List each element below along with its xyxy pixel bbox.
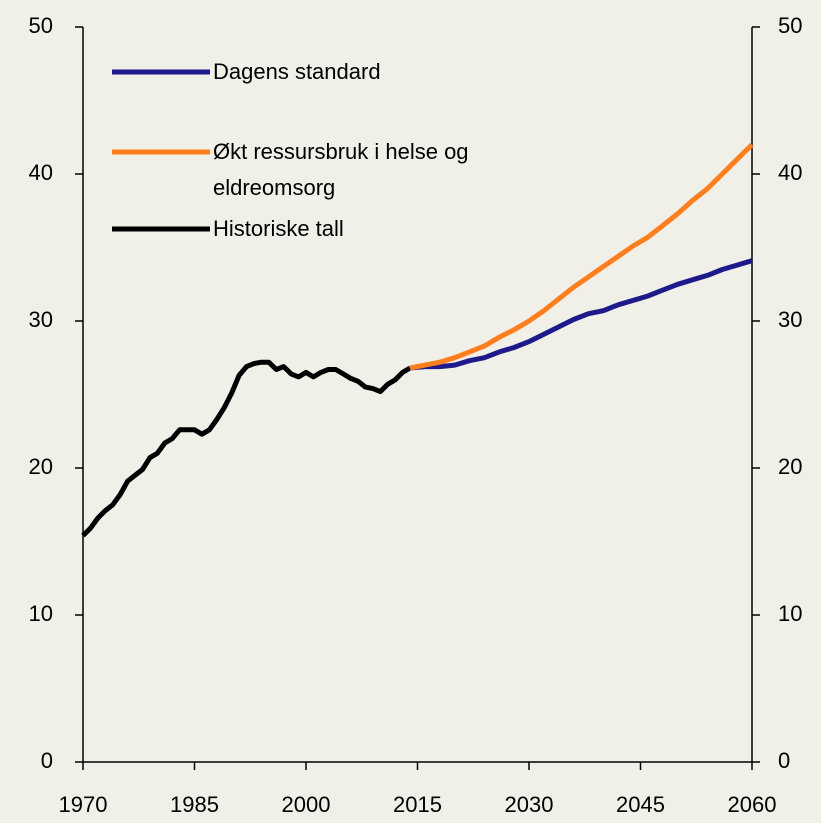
legend-label: Historiske tall bbox=[213, 216, 344, 241]
legend-label: Dagens standard bbox=[213, 59, 381, 84]
y2-tick-label: 10 bbox=[778, 601, 802, 626]
legend-label: Økt ressursbruk i helse og eldreomsorg bbox=[213, 139, 469, 200]
y-tick-label: 20 bbox=[29, 454, 53, 479]
series-line bbox=[409, 142, 754, 371]
x-tick-label: 1970 bbox=[59, 792, 108, 817]
y2-tick-label: 40 bbox=[778, 160, 802, 185]
x-tick-label: 1985 bbox=[170, 792, 219, 817]
x-tick-label: 2045 bbox=[616, 792, 665, 817]
y-tick-label: 40 bbox=[29, 160, 53, 185]
x-tick-label: 2060 bbox=[728, 792, 777, 817]
y-tick-label: 0 bbox=[41, 748, 53, 773]
y-tick-label: 50 bbox=[29, 13, 53, 38]
y2-tick-label: 50 bbox=[778, 13, 802, 38]
y-tick-label: 30 bbox=[29, 307, 53, 332]
y-tick-label: 10 bbox=[29, 601, 53, 626]
y2-tick-label: 0 bbox=[778, 748, 790, 773]
x-tick-label: 2030 bbox=[505, 792, 554, 817]
x-tick-label: 2015 bbox=[393, 792, 442, 817]
y2-tick-label: 20 bbox=[778, 454, 802, 479]
x-tick-label: 2000 bbox=[282, 792, 331, 817]
y2-tick-label: 30 bbox=[778, 307, 802, 332]
series-line bbox=[409, 258, 753, 371]
series-line bbox=[81, 359, 412, 538]
